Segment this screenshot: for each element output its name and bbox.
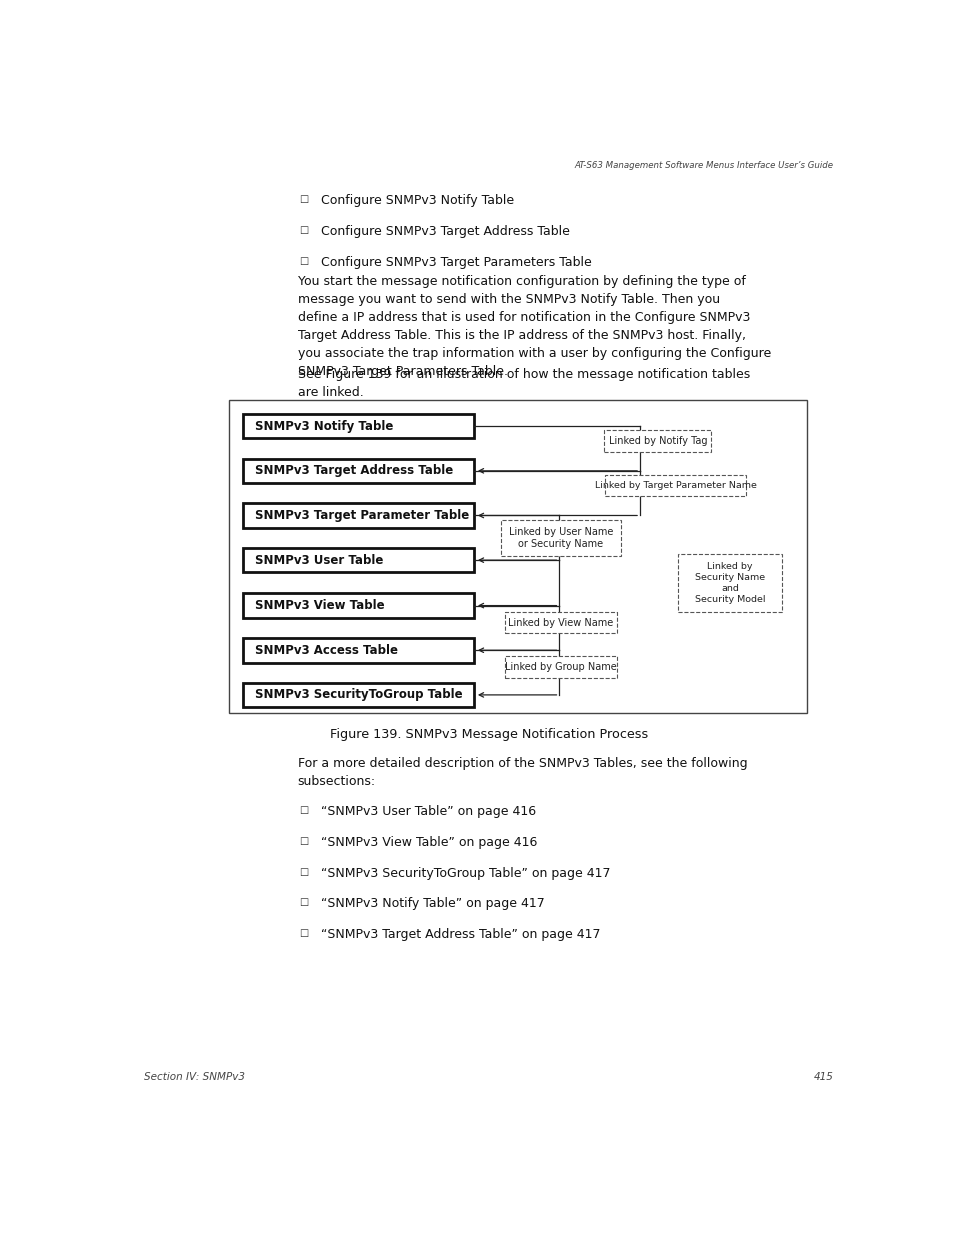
Text: SNMPv3 Access Table: SNMPv3 Access Table [254,643,397,657]
Text: Linked by Target Parameter Name: Linked by Target Parameter Name [594,480,756,490]
Bar [504,611,617,634]
Text: Linked by User Name
or Security Name: Linked by User Name or Security Name [508,526,613,550]
Text: □: □ [298,805,308,815]
Bar [243,683,474,708]
Bar [229,400,806,713]
Text: Linked by View Name: Linked by View Name [508,618,613,627]
Text: Figure 139. SNMPv3 Message Notification Process: Figure 139. SNMPv3 Message Notification … [330,727,647,741]
Bar [500,520,620,556]
Text: Configure SNMPv3 Target Parameters Table: Configure SNMPv3 Target Parameters Table [320,256,591,269]
Bar [604,430,711,452]
Text: Configure SNMPv3 Target Address Table: Configure SNMPv3 Target Address Table [320,225,569,238]
Bar [243,458,474,483]
Text: You start the message notification configuration by defining the type of
message: You start the message notification confi… [297,275,770,378]
Text: SNMPv3 User Table: SNMPv3 User Table [254,553,383,567]
Text: □: □ [298,898,308,908]
Text: “SNMPv3 User Table” on page 416: “SNMPv3 User Table” on page 416 [320,805,536,818]
Bar [504,656,617,678]
Text: “SNMPv3 Notify Table” on page 417: “SNMPv3 Notify Table” on page 417 [320,898,544,910]
Text: SNMPv3 Target Address Table: SNMPv3 Target Address Table [254,464,453,478]
Text: For a more detailed description of the SNMPv3 Tables, see the following
subsecti: For a more detailed description of the S… [297,757,746,788]
Text: □: □ [298,225,308,235]
Text: Linked by Notify Tag: Linked by Notify Tag [608,436,706,446]
Text: Configure SNMPv3 Notify Table: Configure SNMPv3 Notify Table [320,194,514,207]
Text: SNMPv3 Target Parameter Table: SNMPv3 Target Parameter Table [254,509,469,522]
Text: “SNMPv3 View Table” on page 416: “SNMPv3 View Table” on page 416 [320,836,537,848]
Bar [243,593,474,618]
Text: □: □ [298,929,308,939]
Bar [677,555,781,611]
Text: 415: 415 [813,1072,833,1082]
Text: “SNMPv3 SecurityToGroup Table” on page 417: “SNMPv3 SecurityToGroup Table” on page 4… [320,867,610,879]
Text: “SNMPv3 Target Address Table” on page 417: “SNMPv3 Target Address Table” on page 41… [320,929,599,941]
Bar [243,548,474,573]
Text: SNMPv3 SecurityToGroup Table: SNMPv3 SecurityToGroup Table [254,688,462,701]
Text: □: □ [298,867,308,877]
Bar [243,414,474,438]
Text: □: □ [298,256,308,266]
Text: SNMPv3 View Table: SNMPv3 View Table [254,599,384,613]
Text: □: □ [298,836,308,846]
Bar [243,503,474,527]
Bar [243,638,474,662]
Text: SNMPv3 Notify Table: SNMPv3 Notify Table [254,420,393,432]
Bar [604,474,745,496]
Text: Linked by Group Name: Linked by Group Name [504,662,617,672]
Text: Linked by
Security Name
and
Security Model: Linked by Security Name and Security Mod… [694,562,764,604]
Text: Section IV: SNMPv3: Section IV: SNMPv3 [144,1072,245,1082]
Text: See Figure 139 for an illustration of how the message notification tables
are li: See Figure 139 for an illustration of ho… [297,368,749,399]
Text: □: □ [298,194,308,205]
Text: AT-S63 Management Software Menus Interface User’s Guide: AT-S63 Management Software Menus Interfa… [575,162,833,170]
